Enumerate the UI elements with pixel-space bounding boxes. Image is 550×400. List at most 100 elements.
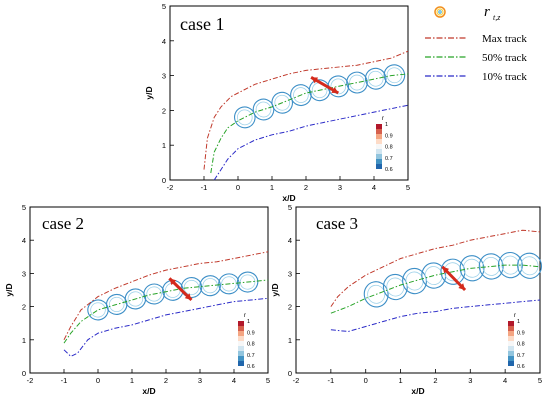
y-tick-label: 1 [22,336,26,345]
arrow-head [331,87,339,93]
x-tick-label: 2 [164,376,168,385]
x-tick-label: -2 [27,376,34,385]
colorbar-swatch [238,351,244,356]
y-tick-label: 5 [288,203,292,212]
jet-contour-inner [202,278,218,294]
jet-contour-inner [221,276,237,292]
y-tick-label: 0 [22,369,26,378]
y-tick-label: 4 [22,236,26,245]
colorbar-swatch [508,356,514,361]
series-line-max-track [330,229,541,307]
arrow-head [184,293,192,300]
plot-frame [29,206,269,374]
colorbar-tick-label: 0.6 [517,364,525,370]
colorbar-swatch [376,159,382,164]
x-axis-label: x/D [142,386,155,396]
legend-symbol-icon [434,6,446,18]
x-tick-label: 1 [130,376,134,385]
arrow-head [458,283,466,290]
y-axis-label: y/D [144,86,154,99]
colorbar-swatch [508,361,514,366]
x-tick-label: 0 [364,376,368,385]
colorbar-tick-label: 0.8 [247,342,255,348]
jet-contour [517,252,542,279]
y-tick-label: 1 [162,141,166,150]
y-axis-label: y/D [270,283,280,296]
colorbar-tick-label: 0.8 [385,145,393,151]
colorbar-swatch [508,331,514,336]
jet-contour-inner [293,87,309,103]
panel-label: case 1 [180,14,224,34]
colorbar: r1 0.9 0.8 0.7 0.6 [238,313,255,370]
jet-contour-inner [386,67,403,84]
plot-frame [295,206,541,374]
colorbar-swatch [376,154,382,159]
legend-symbol-label: r [484,4,490,20]
jet-contour [478,253,504,280]
jet-contour-inner [367,70,384,87]
x-axis-label: x/D [411,386,424,396]
legend: r t,z Max track 50% track 10% track [425,4,527,83]
x-tick-label: 2 [304,183,308,192]
colorbar-tick-label: 0.7 [247,353,255,359]
colorbar-swatch [238,346,244,351]
y-tick-label: 2 [162,106,166,115]
y-tick-label: 3 [288,269,292,278]
x-tick-label: 4 [372,183,376,192]
y-tick-label: 0 [162,176,166,185]
y-tick-label: 0 [288,369,292,378]
x-tick-label: 1 [398,376,402,385]
colorbar-swatch [376,134,382,139]
x-tick-label: -1 [201,183,208,192]
jet-contour [87,299,109,321]
y-tick-label: 4 [162,37,166,46]
jet-contour [346,71,368,94]
x-tick-label: 4 [232,376,236,385]
jet-contour [364,67,387,90]
y-tick-label: 4 [288,236,292,245]
legend-label-10-track: 10% track [482,71,527,83]
jet-contour [124,288,147,310]
jet-contour-inner [501,255,520,275]
y-tick-label: 5 [22,203,26,212]
jet-contour-inner [520,256,539,276]
x-tick-label: 3 [198,376,202,385]
series-line-10-track [63,297,269,358]
colorbar-swatch [376,124,382,129]
colorbar-swatch [238,341,244,346]
x-tick-label: 4 [503,376,507,385]
legend-label-max-track: Max track [482,33,527,45]
colorbar-tick-label: 1 [247,319,250,325]
colorbar-swatch [238,326,244,331]
x-tick-label: 2 [433,376,437,385]
x-tick-label: 5 [406,183,410,192]
jet-contour-inner [349,74,365,91]
colorbar-tick-label: 1 [517,319,520,325]
x-tick-label: 5 [266,376,270,385]
series-line-50-track [63,279,269,344]
colorbar-tick-label: 0.7 [385,156,393,162]
y-axis-label: y/D [4,283,14,296]
series-line-50-track [210,73,409,174]
x-tick-label: 3 [468,376,472,385]
jet-contour [218,273,240,295]
panel-label: case 3 [316,214,358,233]
series-line-max-track [63,251,269,341]
colorbar-swatch [508,321,514,326]
colorbar: r1 0.9 0.8 0.7 0.6 [508,313,525,370]
x-tick-label: 0 [96,376,100,385]
panel-label: case 2 [42,214,84,233]
colorbar-tick-label: 0.6 [385,167,393,173]
colorbar-tick-label: 1 [385,122,388,128]
x-tick-label: 3 [338,183,342,192]
colorbar-title: r [244,313,246,319]
y-tick-label: 2 [22,303,26,312]
jet-contour [383,64,406,87]
jet-contour-inner [127,291,144,307]
x-tick-label: -2 [293,376,300,385]
colorbar-swatch [238,331,244,336]
